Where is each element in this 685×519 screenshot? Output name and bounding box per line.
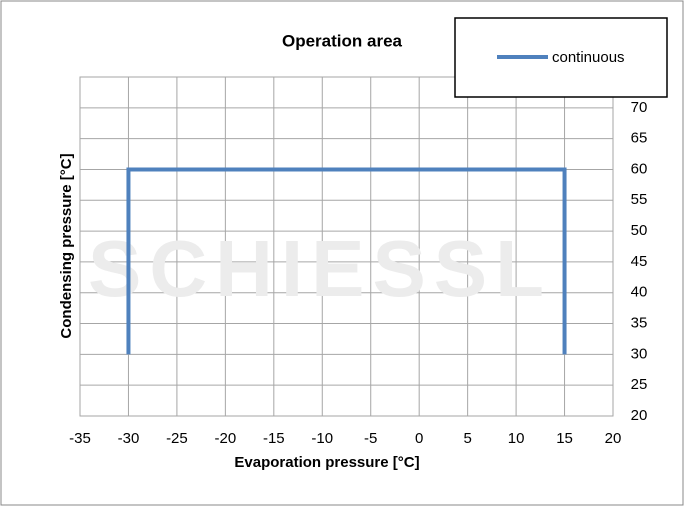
y-tick-label: 40	[631, 284, 648, 301]
y-tick-label: 45	[631, 253, 648, 270]
y-tick-label: 70	[631, 99, 648, 116]
legend-box	[454, 17, 668, 98]
legend-label: continuous	[552, 49, 625, 66]
x-tick-label: 20	[605, 430, 622, 447]
x-tick-label: -25	[166, 430, 188, 447]
y-tick-label: 60	[631, 160, 648, 177]
y-tick-label: 55	[631, 191, 648, 208]
x-tick-label: -5	[364, 430, 377, 447]
chart-title: Operation area	[282, 31, 403, 50]
x-tick-label: 10	[508, 430, 525, 447]
y-tick-label: 50	[631, 222, 648, 239]
x-tick-label: -35	[69, 430, 91, 447]
x-tick-label: 0	[415, 430, 423, 447]
series-line	[126, 167, 567, 355]
y-tick-label: 30	[631, 345, 648, 362]
plot-area	[79, 76, 614, 417]
x-axis-label: Evaporation pressure [°C]	[234, 454, 419, 471]
x-tick-label: -20	[215, 430, 237, 447]
y-tick-label: 65	[631, 130, 648, 147]
y-tick-label: 25	[631, 376, 648, 393]
y-axis-label: Condensing pressure [°C]	[58, 153, 75, 338]
x-tick-label: 15	[556, 430, 573, 447]
x-tick-label: -15	[263, 430, 285, 447]
x-tick-label: -30	[118, 430, 140, 447]
x-tick-label: -10	[311, 430, 333, 447]
watermark: SCHIESSL	[88, 224, 552, 313]
x-tick-label: 5	[463, 430, 471, 447]
y-tick-label: 20	[631, 407, 648, 424]
y-tick-label: 35	[631, 315, 648, 332]
